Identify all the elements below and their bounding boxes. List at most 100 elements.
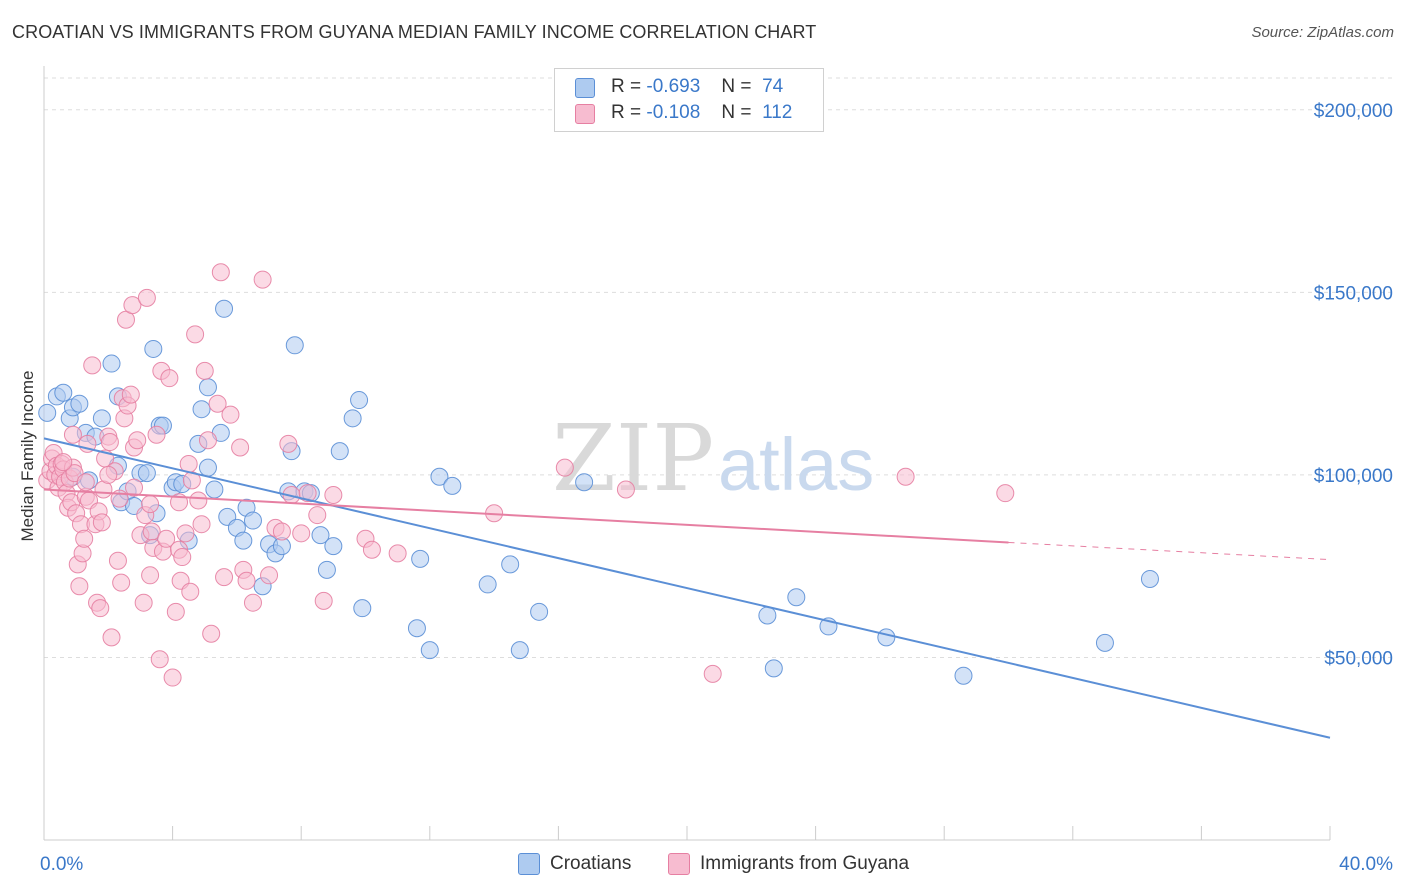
point-croatians <box>350 391 369 410</box>
point-guyana <box>362 540 381 559</box>
point-guyana <box>92 513 111 532</box>
x-tick-label-min: 0.0% <box>40 854 83 875</box>
point-guyana <box>141 495 160 514</box>
point-croatians <box>198 458 217 477</box>
point-croatians <box>1140 569 1159 588</box>
watermark-zip: ZIP <box>552 405 714 512</box>
watermark-atlas: atlas <box>718 423 874 506</box>
y-tick-label: $150,000 <box>1314 283 1393 304</box>
y-tick-label: $50,000 <box>1324 648 1393 669</box>
correlation-legend: R = -0.693 N = 74 R = -0.108 N = 112 <box>554 68 824 132</box>
point-croatians <box>353 599 372 618</box>
point-guyana <box>292 524 311 543</box>
point-croatians <box>411 549 430 568</box>
point-croatians <box>102 354 121 373</box>
point-croatians <box>510 641 529 660</box>
point-croatians <box>1095 633 1114 652</box>
point-guyana <box>211 263 230 282</box>
point-guyana <box>163 668 182 687</box>
point-guyana <box>231 438 250 457</box>
legend-text-guyana: R = -0.108 N = 112 <box>611 102 792 124</box>
point-guyana <box>99 465 118 484</box>
point-guyana <box>123 296 142 315</box>
point-guyana <box>108 551 127 570</box>
point-croatians <box>758 606 777 625</box>
point-croatians <box>407 619 426 638</box>
point-guyana <box>253 270 272 289</box>
point-guyana <box>555 458 574 477</box>
legend-r-value: -0.693 <box>646 76 701 97</box>
trend-line-guyana <box>43 488 1009 544</box>
point-guyana <box>324 485 343 504</box>
point-guyana <box>137 288 156 307</box>
chart-title: CROATIAN VS IMMIGRANTS FROM GUYANA MEDIA… <box>12 22 817 42</box>
legend-r-label: R = <box>611 76 642 97</box>
bottom-legend-label-croatians: Croatians <box>550 853 632 874</box>
y-axis-label: Median Family Income <box>18 370 37 541</box>
trend-line-croatians <box>43 437 1331 739</box>
point-croatians <box>530 602 549 621</box>
point-guyana <box>279 434 298 453</box>
point-guyana <box>616 480 635 499</box>
point-guyana <box>173 548 192 567</box>
point-guyana <box>157 529 176 548</box>
point-croatians <box>198 378 217 397</box>
point-guyana <box>100 433 119 452</box>
point-guyana <box>221 405 240 424</box>
point-guyana <box>388 544 407 563</box>
legend-n-value: 112 <box>762 102 793 123</box>
source-label: Source: ZipAtlas.com <box>1251 24 1394 41</box>
point-guyana <box>298 484 317 503</box>
point-guyana <box>63 425 82 444</box>
point-guyana <box>54 453 73 472</box>
point-croatians <box>877 628 896 647</box>
legend-r-label: R = <box>611 102 642 123</box>
watermark: ZIP atlas <box>552 405 874 512</box>
trend-lines <box>43 437 1331 739</box>
point-croatians <box>70 394 89 413</box>
point-croatians <box>234 531 253 550</box>
point-croatians <box>420 641 439 660</box>
point-guyana <box>314 591 333 610</box>
point-guyana <box>141 566 160 585</box>
point-croatians <box>443 476 462 495</box>
point-croatians <box>92 409 111 428</box>
point-guyana <box>189 491 208 510</box>
point-guyana <box>125 478 144 497</box>
point-guyana <box>134 593 153 612</box>
bottom-legend-swatch-guyana <box>668 853 690 875</box>
point-croatians <box>215 299 234 318</box>
point-guyana <box>896 467 915 486</box>
point-croatians <box>311 526 330 545</box>
legend-n-value: 74 <box>762 76 784 97</box>
point-guyana <box>176 524 195 543</box>
legend-n-label: N = <box>721 102 752 123</box>
point-guyana <box>260 566 279 585</box>
point-guyana <box>192 515 211 534</box>
point-guyana <box>202 624 221 643</box>
point-guyana <box>703 664 722 683</box>
point-guyana <box>91 599 110 618</box>
y-tick-label: $200,000 <box>1314 101 1393 122</box>
x-tick-label-max: 40.0% <box>1339 854 1393 875</box>
point-croatians <box>575 473 594 492</box>
point-guyana <box>181 582 200 601</box>
point-croatians <box>324 537 343 556</box>
point-croatians <box>38 403 57 422</box>
point-croatians <box>205 480 224 499</box>
point-guyana <box>308 506 327 525</box>
point-croatians <box>243 511 262 530</box>
point-guyana <box>150 650 169 669</box>
point-guyana <box>121 385 140 404</box>
point-croatians <box>54 383 73 402</box>
point-croatians <box>330 442 349 461</box>
point-guyana <box>186 325 205 344</box>
bottom-legend-label-guyana: Immigrants from Guyana <box>700 853 910 874</box>
point-guyana <box>128 431 147 450</box>
point-croatians <box>144 339 163 358</box>
legend-swatch-guyana <box>575 104 595 124</box>
legend-text-croatians: R = -0.693 N = 74 <box>611 76 783 98</box>
point-croatians <box>137 464 156 483</box>
x-tick-labels: 0.0% 40.0% <box>40 854 1393 875</box>
point-croatians <box>501 555 520 574</box>
